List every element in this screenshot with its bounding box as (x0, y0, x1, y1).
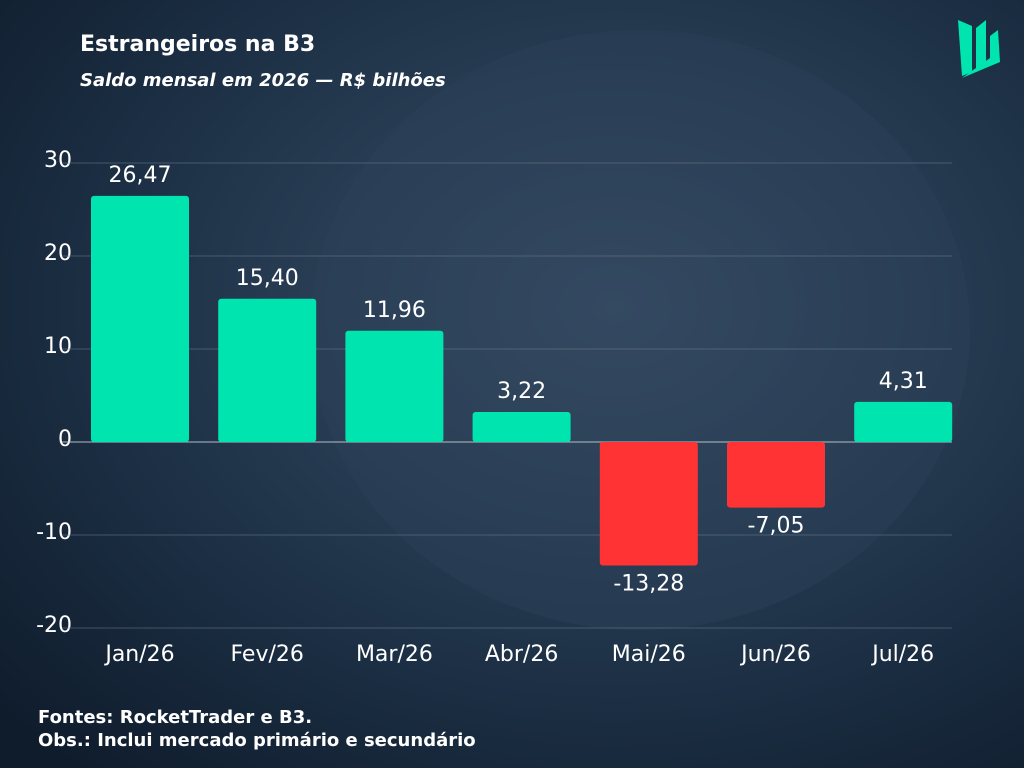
bar (854, 401, 953, 442)
footnote: Obs.: Inclui mercado primário e secundár… (38, 730, 476, 751)
y-tick-label: -10 (36, 520, 72, 545)
value-label: 3,22 (497, 379, 546, 404)
x-tick-label: Mai/26 (612, 642, 686, 667)
value-label: -13,28 (613, 572, 684, 597)
bar (218, 298, 317, 442)
bar (91, 195, 189, 442)
x-tick-label: Jan/26 (103, 642, 174, 667)
y-tick-label: -20 (36, 613, 72, 638)
x-tick-label: Mar/26 (356, 642, 433, 667)
x-tick-label: Fev/26 (230, 642, 303, 667)
bar (472, 412, 571, 442)
value-label: 4,31 (879, 369, 928, 394)
chart-subtitle: Saldo mensal em 2026 — R$ bilhões (80, 70, 446, 91)
chart-title: Estrangeiros na B3 (80, 32, 315, 57)
source-note: Fontes: RocketTrader e B3. (38, 707, 312, 728)
y-tick-label: 20 (44, 241, 72, 266)
y-tick-label: 0 (58, 427, 72, 452)
bar (345, 330, 444, 442)
bar (599, 442, 698, 566)
x-tick-label: Abr/26 (485, 642, 558, 667)
value-label: 11,96 (363, 298, 426, 323)
logo (958, 20, 1000, 78)
x-tick-label: Jul/26 (870, 642, 934, 667)
x-tick-label: Jun/26 (739, 642, 811, 667)
value-label: 26,47 (109, 163, 172, 188)
bar (727, 442, 825, 508)
y-tick-label: 10 (44, 334, 72, 359)
value-label: -7,05 (748, 514, 805, 539)
y-tick-label: 30 (44, 148, 72, 173)
value-label: 15,40 (236, 266, 299, 291)
